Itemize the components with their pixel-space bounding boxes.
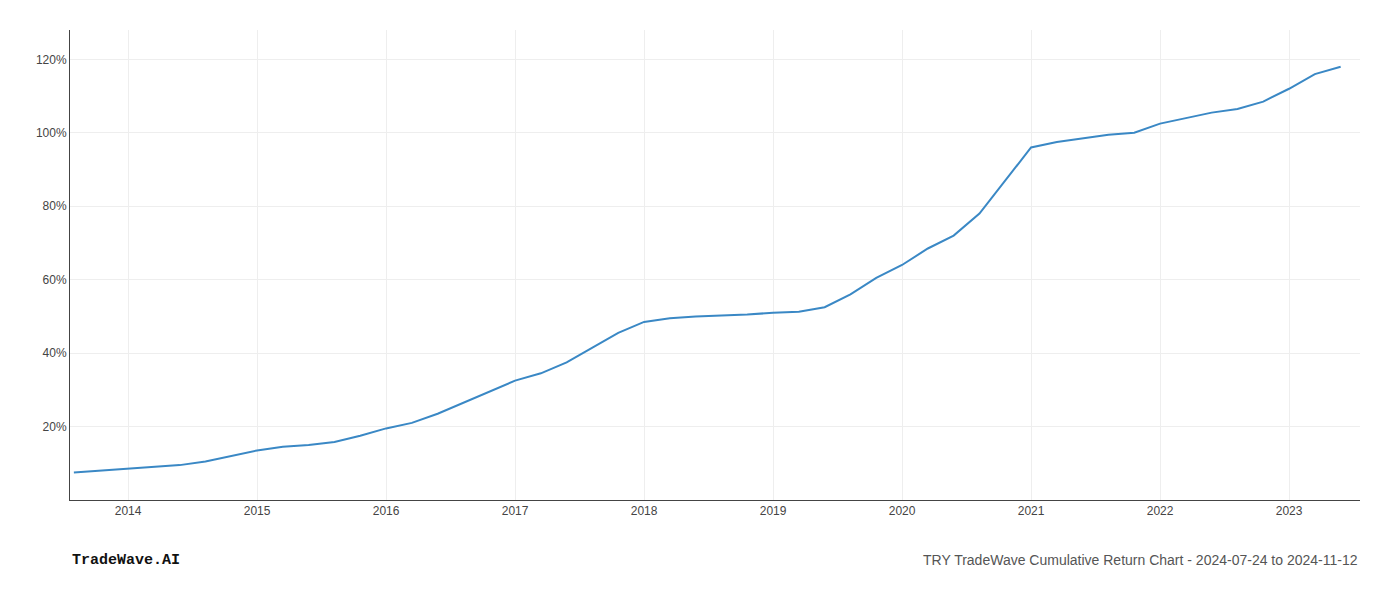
svg-text:40%: 40% xyxy=(43,346,67,360)
svg-text:20%: 20% xyxy=(43,420,67,434)
svg-text:TradeWave.AI: TradeWave.AI xyxy=(72,552,180,569)
svg-text:2015: 2015 xyxy=(244,504,271,518)
svg-text:2019: 2019 xyxy=(760,504,787,518)
svg-text:2022: 2022 xyxy=(1147,504,1174,518)
svg-text:2020: 2020 xyxy=(889,504,916,518)
svg-text:120%: 120% xyxy=(36,53,67,67)
svg-text:2014: 2014 xyxy=(115,504,142,518)
svg-text:100%: 100% xyxy=(36,126,67,140)
svg-text:2018: 2018 xyxy=(631,504,658,518)
svg-text:TRY TradeWave Cumulative Retur: TRY TradeWave Cumulative Return Chart - … xyxy=(923,552,1358,568)
svg-text:2017: 2017 xyxy=(502,504,529,518)
svg-text:2016: 2016 xyxy=(373,504,400,518)
svg-text:80%: 80% xyxy=(43,199,67,213)
svg-text:2021: 2021 xyxy=(1018,504,1045,518)
svg-text:60%: 60% xyxy=(43,273,67,287)
svg-text:2023: 2023 xyxy=(1276,504,1303,518)
